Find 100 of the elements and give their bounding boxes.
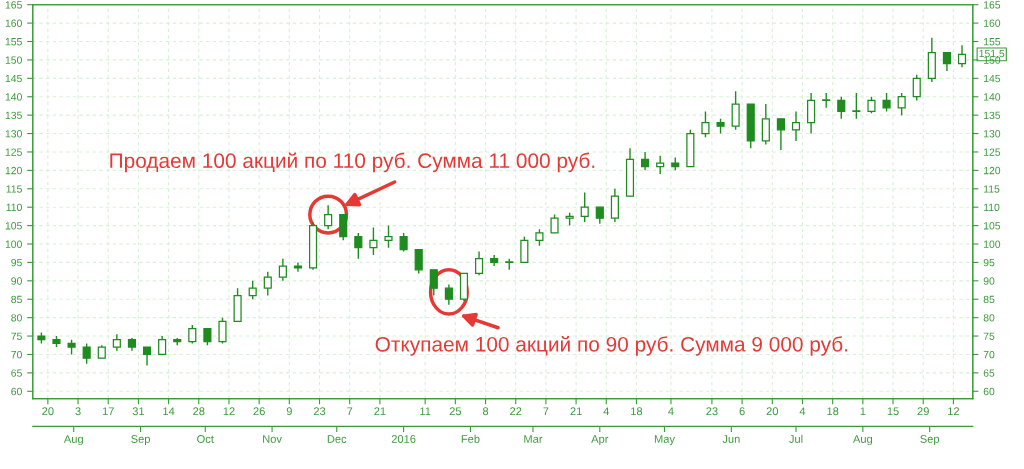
candlestick <box>897 92 906 116</box>
candlestick <box>444 283 453 306</box>
x-tick-label: 26 <box>253 407 265 416</box>
x-tick-label: 18 <box>631 407 643 416</box>
y2-tick-label: 155 <box>984 38 1001 46</box>
y2-tick-label: 115 <box>984 185 1000 193</box>
x-tick-label: 12 <box>223 407 235 416</box>
candlestick <box>761 103 770 146</box>
candlestick <box>293 261 303 273</box>
y-tick-label: 155 <box>5 38 22 46</box>
candlestick <box>82 342 91 365</box>
y-tick-label: 85 <box>11 295 22 304</box>
x2-tick-label: Jun <box>722 435 740 443</box>
candlestick <box>656 154 665 175</box>
x-tick-label: 1 <box>860 407 866 416</box>
x-tick-label: 7 <box>347 407 353 416</box>
x2-tick-label: Mar <box>524 435 543 443</box>
y2-tick-label: 125 <box>984 148 1001 156</box>
x-tick-label: 23 <box>313 407 326 416</box>
candlestick <box>414 248 423 275</box>
candlestick <box>882 92 891 113</box>
y2-tick-label: 85 <box>983 295 995 304</box>
x-tick-label: 25 <box>449 407 462 416</box>
y2-tick-label: 165 <box>984 1 1001 9</box>
candlestick <box>369 226 378 256</box>
x-tick-label: 11 <box>420 407 431 416</box>
y-tick-label: 65 <box>11 369 22 377</box>
annotation: Продаем 100 акций по 110 руб. Сумма 11 000 руб. <box>110 152 595 173</box>
y-tick-label: 60 <box>11 387 22 396</box>
y2-tick-label: 145 <box>984 74 1001 83</box>
y-tick-label: 125 <box>5 148 22 156</box>
candlestick <box>399 232 408 253</box>
candlestick <box>822 92 831 109</box>
candlestick <box>384 224 393 249</box>
x-tick-label: 17 <box>102 407 114 416</box>
candlestick <box>641 151 650 172</box>
y-tick-label: 120 <box>5 166 22 175</box>
candlestick <box>776 118 785 151</box>
candlestick <box>610 188 619 223</box>
x-tick-label: 20 <box>42 407 54 416</box>
y2-tick-label: 75 <box>983 332 995 340</box>
candlestick <box>324 204 333 230</box>
candlestick <box>142 346 152 367</box>
y2-tick-label: 60 <box>983 387 995 396</box>
x-tick-label: 8 <box>482 407 489 416</box>
y2-tick-label: 95 <box>983 258 995 267</box>
y2-tick-label: 160 <box>984 19 1001 27</box>
candlestick <box>837 96 846 120</box>
candlestick <box>807 92 816 135</box>
candlestick <box>339 213 348 242</box>
y-tick-label: 150 <box>5 56 22 64</box>
candlestick <box>580 191 589 223</box>
x-tick-label: 4 <box>668 407 674 416</box>
x-tick-label: 9 <box>286 407 292 416</box>
x-tick-label: 23 <box>706 407 718 416</box>
x-tick-label: 7 <box>543 407 549 416</box>
candlestick <box>550 213 559 234</box>
x2-tick-label: Sep <box>131 435 150 446</box>
y2-tick-label: 135 <box>984 111 1001 120</box>
x2-tick-label: Apr <box>591 435 609 446</box>
annotation: Откупаем 100 акций по 90 руб. Сумма 9 000 руб. <box>375 335 848 356</box>
y2-tick-label: 130 <box>984 130 1001 138</box>
candlestick <box>731 90 740 131</box>
x-tick-label: 22 <box>510 407 522 416</box>
y-tick-label: 105 <box>5 222 22 230</box>
x-tick-label: 21 <box>374 407 386 416</box>
candlestick <box>278 258 287 282</box>
y-tick-label: 145 <box>5 74 22 83</box>
y2-tick-label: 105 <box>984 222 1001 230</box>
y-tick-label: 140 <box>5 93 22 101</box>
x-tick-label: 12 <box>948 407 960 416</box>
y-tick-label: 160 <box>5 19 22 27</box>
x2-tick-label: 2016 <box>391 435 416 443</box>
x2-tick-label: Dec <box>327 435 347 443</box>
candlestick <box>429 269 438 297</box>
candlestick <box>354 232 363 260</box>
candlestick <box>957 44 967 68</box>
candlestick <box>701 110 710 138</box>
candlestick <box>218 316 227 345</box>
x-tick-label: 21 <box>570 407 582 416</box>
candlestick <box>791 110 801 142</box>
candlestick <box>158 335 167 356</box>
y-tick-label: 80 <box>11 314 22 322</box>
y-tick-label: 100 <box>5 240 22 248</box>
y-tick-label: 90 <box>11 277 22 285</box>
y2-tick-label: 70 <box>983 350 995 359</box>
y2-tick-label: 140 <box>984 93 1001 101</box>
x-tick-label: 18 <box>827 407 839 416</box>
candlestick <box>474 250 484 277</box>
x2-tick-label: Aug <box>852 435 873 446</box>
x-tick-label: 20 <box>766 407 779 416</box>
candlestick <box>912 73 921 102</box>
y2-tick-label: 65 <box>983 369 995 377</box>
candlestick <box>852 92 861 120</box>
x2-tick-label: Nov <box>263 435 282 443</box>
x-tick-label: 14 <box>163 407 175 416</box>
y2-tick-label: 110 <box>984 203 1000 212</box>
candlestick <box>188 324 197 345</box>
y-tick-label: 135 <box>5 111 22 120</box>
x2-tick-label: May <box>654 435 675 446</box>
